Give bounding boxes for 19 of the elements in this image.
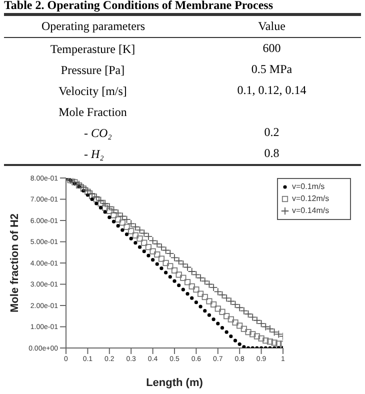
text: 0.5 MPa	[251, 62, 292, 76]
legend-label: v=0.12m/s	[292, 193, 330, 205]
text: 0.8	[264, 146, 280, 160]
text: 0.2	[264, 125, 280, 139]
legend-label: v=0.14m/s	[292, 205, 330, 217]
text: Value	[257, 18, 286, 35]
text: 600	[262, 41, 281, 55]
text: Operating parameters	[40, 18, 146, 35]
category-label: Mole Fraction	[58, 104, 128, 121]
category-label: - H₂	[83, 146, 105, 163]
category-label: Pressure [Pa]	[60, 62, 126, 79]
text: Table 2. Operating Conditions of Membrane Process	[4, 0, 274, 12]
y-axis-title: Mole fraction of H2	[8, 213, 21, 313]
category-label: - CO₂	[83, 125, 113, 142]
category-label: Temperasture [K]	[49, 41, 136, 58]
text: 0.1, 0.12, 0.14	[237, 83, 306, 97]
category-label: Velocity [m/s]	[58, 83, 128, 100]
x-axis-title: Length (m)	[146, 377, 204, 389]
legend-label: v=0.1m/s	[292, 181, 325, 193]
